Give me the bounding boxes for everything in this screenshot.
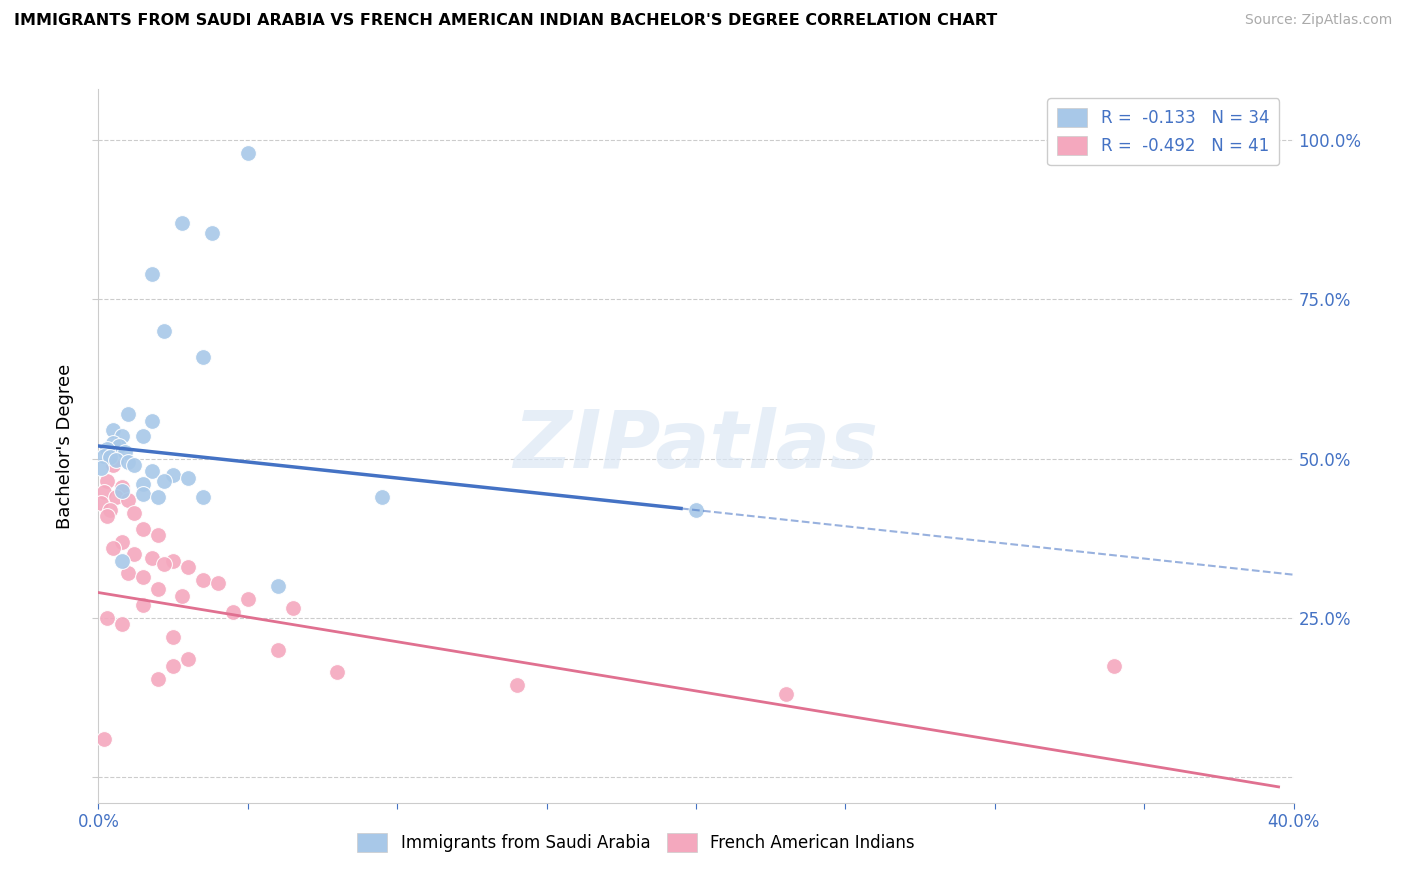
Point bbox=[96, 509, 118, 524]
Point bbox=[148, 490, 170, 504]
Point bbox=[326, 665, 349, 680]
Point bbox=[111, 483, 134, 498]
Point bbox=[111, 480, 134, 494]
Point bbox=[281, 601, 304, 615]
Point bbox=[132, 477, 155, 491]
Point bbox=[177, 652, 200, 666]
Point bbox=[267, 579, 290, 593]
Point bbox=[96, 611, 118, 625]
Point bbox=[506, 678, 529, 692]
Point bbox=[172, 216, 194, 230]
Point bbox=[162, 630, 184, 644]
Legend: Immigrants from Saudi Arabia, French American Indians: Immigrants from Saudi Arabia, French Ame… bbox=[350, 826, 922, 859]
Point bbox=[132, 569, 155, 583]
Point bbox=[201, 226, 224, 240]
Point bbox=[111, 617, 134, 632]
Point bbox=[153, 324, 176, 338]
Y-axis label: Bachelor's Degree: Bachelor's Degree bbox=[56, 363, 75, 529]
Point bbox=[177, 471, 200, 485]
Point bbox=[111, 554, 134, 568]
Point bbox=[153, 474, 176, 488]
Point bbox=[191, 350, 214, 364]
Point bbox=[124, 458, 146, 472]
Point bbox=[267, 643, 290, 657]
Point bbox=[117, 455, 139, 469]
Point bbox=[90, 496, 112, 510]
Text: Source: ZipAtlas.com: Source: ZipAtlas.com bbox=[1244, 13, 1392, 28]
Point bbox=[1104, 658, 1126, 673]
Point bbox=[141, 267, 163, 281]
Point bbox=[124, 506, 146, 520]
Point bbox=[108, 439, 131, 453]
Point bbox=[207, 576, 229, 591]
Point bbox=[172, 589, 194, 603]
Point bbox=[103, 435, 125, 450]
Point bbox=[93, 484, 115, 499]
Point bbox=[103, 423, 125, 437]
Point bbox=[148, 582, 170, 597]
Point bbox=[117, 566, 139, 581]
Point bbox=[153, 557, 176, 571]
Point bbox=[117, 493, 139, 508]
Point bbox=[222, 605, 245, 619]
Point bbox=[93, 732, 115, 747]
Point bbox=[98, 502, 122, 516]
Point bbox=[93, 449, 115, 463]
Point bbox=[132, 522, 155, 536]
Point bbox=[162, 467, 184, 482]
Point bbox=[148, 528, 170, 542]
Point bbox=[90, 461, 112, 475]
Point bbox=[141, 465, 163, 479]
Point bbox=[191, 490, 214, 504]
Point bbox=[371, 490, 394, 504]
Point bbox=[103, 458, 125, 472]
Point bbox=[141, 550, 163, 565]
Point bbox=[98, 450, 122, 465]
Point bbox=[132, 429, 155, 443]
Point bbox=[141, 413, 163, 427]
Point bbox=[96, 474, 118, 488]
Point bbox=[236, 591, 259, 606]
Point bbox=[685, 502, 707, 516]
Point bbox=[96, 442, 118, 457]
Point bbox=[103, 541, 125, 555]
Point bbox=[775, 688, 797, 702]
Point bbox=[132, 487, 155, 501]
Point bbox=[162, 554, 184, 568]
Point bbox=[117, 407, 139, 421]
Point bbox=[236, 145, 259, 160]
Text: ZIPatlas: ZIPatlas bbox=[513, 407, 879, 485]
Point bbox=[111, 429, 134, 443]
Text: IMMIGRANTS FROM SAUDI ARABIA VS FRENCH AMERICAN INDIAN BACHELOR'S DEGREE CORRELA: IMMIGRANTS FROM SAUDI ARABIA VS FRENCH A… bbox=[14, 13, 997, 29]
Point bbox=[124, 547, 146, 561]
Point bbox=[111, 534, 134, 549]
Point bbox=[191, 573, 214, 587]
Point bbox=[162, 658, 184, 673]
Point bbox=[105, 453, 128, 467]
Point bbox=[114, 445, 136, 459]
Point bbox=[177, 560, 200, 574]
Point bbox=[148, 672, 170, 686]
Point bbox=[105, 490, 128, 504]
Point bbox=[132, 599, 155, 613]
